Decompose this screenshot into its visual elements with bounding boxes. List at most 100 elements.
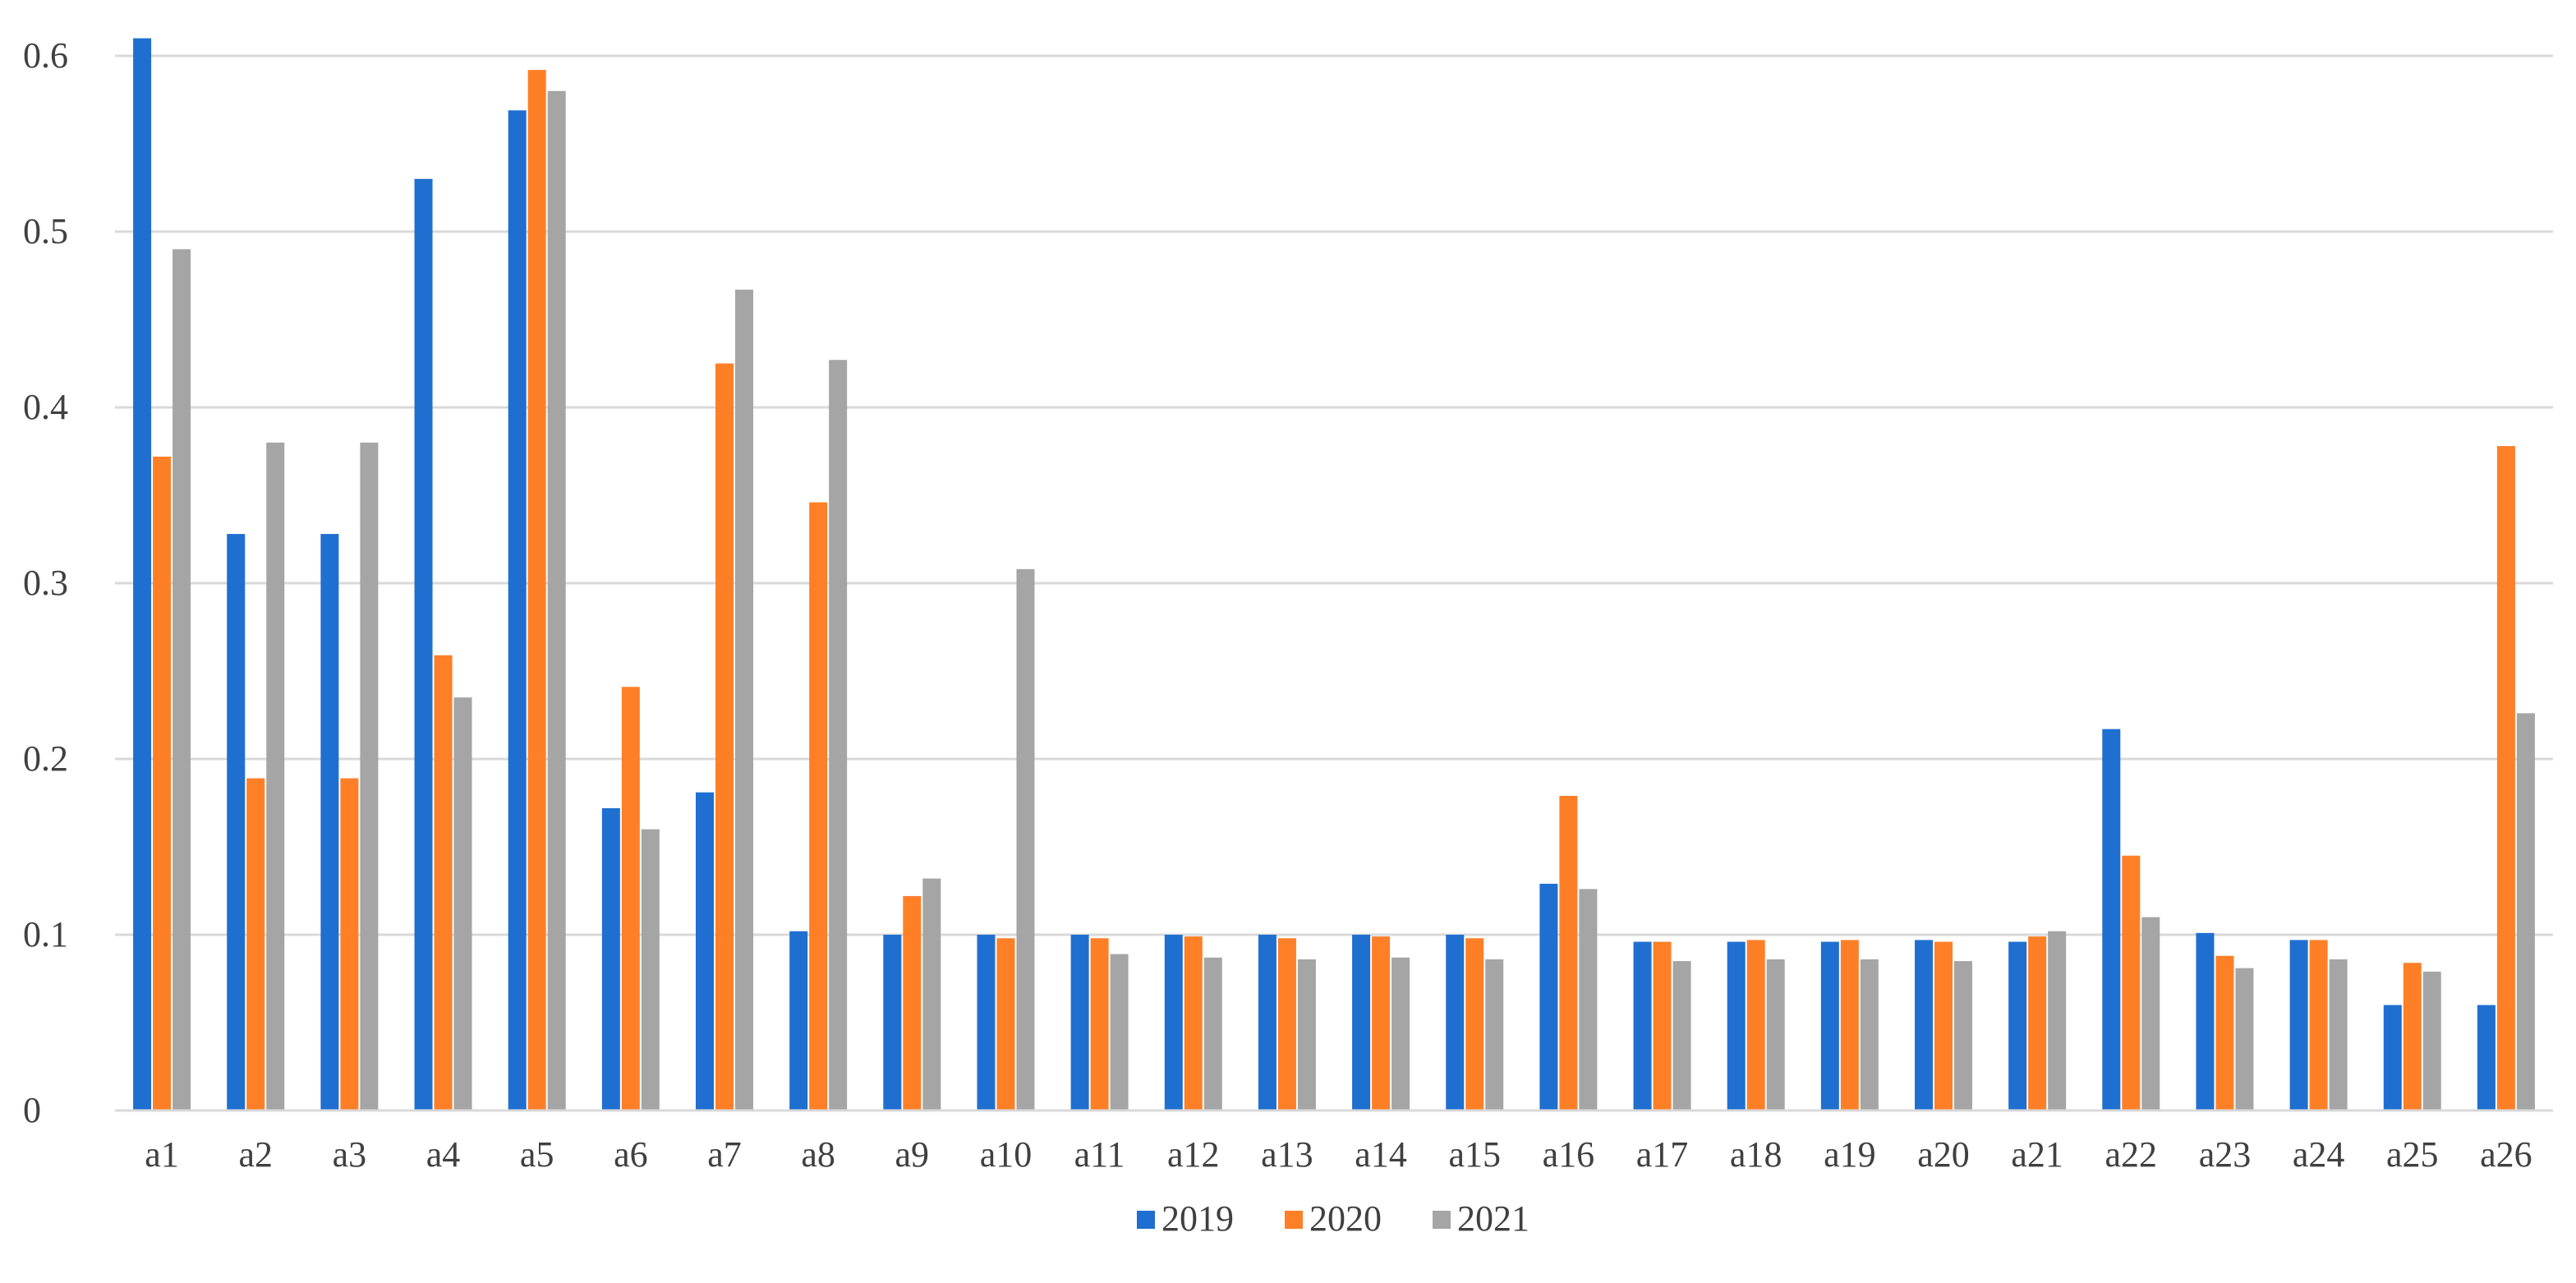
- bar-a6-2020: [621, 687, 640, 1111]
- x-tick-label: a6: [614, 1134, 648, 1175]
- x-tick-label: a12: [1167, 1134, 1220, 1175]
- bar-a14-2020: [1372, 936, 1391, 1111]
- x-tick-label: a25: [2386, 1134, 2439, 1175]
- x-tick-label: a24: [2293, 1134, 2345, 1175]
- bar-a17-2020: [1653, 941, 1672, 1111]
- bar-a13-2021: [1297, 959, 1316, 1111]
- legend-label-2019: 2019: [1162, 1198, 1234, 1239]
- bar-a24-2019: [2289, 940, 2308, 1111]
- x-tick-label: a26: [2480, 1134, 2532, 1175]
- bar-a11-2021: [1110, 954, 1129, 1111]
- bar-a24-2021: [2329, 959, 2348, 1111]
- x-tick-label: a13: [1261, 1134, 1313, 1175]
- bar-a3-2019: [320, 534, 339, 1111]
- bar-a9-2021: [922, 878, 941, 1111]
- x-tick-label: a18: [1730, 1134, 1782, 1175]
- bar-a10-2020: [996, 938, 1015, 1111]
- legend: 2019 2020 2021: [1137, 1198, 1530, 1239]
- bar-a21-2021: [2048, 931, 2067, 1111]
- x-tick-label: a22: [2105, 1134, 2158, 1175]
- x-tick-label: a19: [1824, 1134, 1876, 1175]
- bar-a17-2019: [1633, 941, 1652, 1111]
- x-tick-label: a14: [1355, 1134, 1407, 1175]
- bar-a16-2020: [1559, 795, 1578, 1111]
- x-tick-label: a21: [2011, 1134, 2063, 1175]
- bar-a15-2019: [1446, 935, 1465, 1111]
- bar-a21-2019: [2008, 941, 2027, 1111]
- bar-a15-2021: [1485, 959, 1504, 1111]
- x-tick-label: a15: [1448, 1134, 1501, 1175]
- bar-a4-2020: [434, 655, 453, 1111]
- y-tick-label: 0.3: [23, 563, 68, 603]
- bar-a6-2019: [601, 807, 620, 1111]
- x-tick-label: a3: [333, 1134, 367, 1175]
- bar-a25-2019: [2383, 1005, 2402, 1111]
- y-tick-label: 0.6: [23, 35, 68, 76]
- bar-a25-2021: [2422, 971, 2441, 1111]
- legend-swatch-2020: [1285, 1211, 1303, 1229]
- x-tick-label: a20: [1917, 1134, 1970, 1175]
- bar-a16-2019: [1539, 883, 1558, 1111]
- bar-a20-2020: [1934, 941, 1953, 1111]
- bar-a4-2021: [453, 697, 472, 1111]
- bars: [133, 38, 2535, 1111]
- bar-a18-2020: [1746, 940, 1765, 1111]
- bar-a7-2019: [696, 792, 714, 1111]
- legend-label-2021: 2021: [1457, 1198, 1530, 1239]
- bar-a7-2020: [715, 363, 734, 1111]
- x-tick-label: a8: [801, 1134, 835, 1175]
- x-tick-label: a9: [895, 1134, 930, 1175]
- bar-a2-2020: [246, 778, 265, 1111]
- bar-a11-2019: [1070, 935, 1089, 1111]
- bar-a6-2021: [641, 829, 660, 1111]
- bar-a23-2019: [2196, 932, 2215, 1111]
- bar-a23-2020: [2215, 955, 2234, 1111]
- bar-a5-2020: [527, 70, 546, 1111]
- bar-a19-2019: [1820, 941, 1839, 1111]
- x-tick-label: a7: [707, 1134, 742, 1175]
- bar-a3-2021: [360, 442, 379, 1111]
- gridlines: [115, 54, 2553, 936]
- bar-a7-2021: [735, 289, 753, 1111]
- bar-a11-2020: [1090, 938, 1109, 1111]
- x-tick-label: a2: [238, 1134, 273, 1175]
- x-tick-label: a5: [520, 1134, 554, 1175]
- bar-a20-2021: [1954, 961, 1972, 1111]
- bar-a19-2021: [1860, 959, 1879, 1111]
- y-axis-ticks: 0 0.1 0.2 0.3 0.4 0.5 0.6: [23, 35, 68, 1130]
- legend-label-2020: 2020: [1309, 1198, 1382, 1239]
- y-tick-label: 0: [23, 1090, 41, 1130]
- bar-a1-2021: [172, 249, 191, 1111]
- y-tick-label: 0.5: [23, 211, 68, 251]
- bar-a8-2020: [809, 502, 828, 1111]
- bar-a3-2020: [340, 778, 359, 1111]
- bar-a5-2019: [508, 110, 527, 1111]
- bar-a14-2021: [1392, 957, 1410, 1111]
- x-tick-label: a10: [980, 1134, 1033, 1175]
- x-tick-label: a16: [1543, 1134, 1595, 1175]
- legend-swatch-2021: [1433, 1211, 1451, 1229]
- x-tick-label: a4: [426, 1134, 461, 1175]
- bar-a25-2020: [2403, 963, 2422, 1111]
- bar-a20-2019: [1915, 940, 1933, 1111]
- bar-a26-2021: [2516, 713, 2535, 1111]
- y-tick-label: 0.4: [23, 387, 68, 427]
- x-tick-label: a17: [1636, 1134, 1689, 1175]
- y-tick-label: 0.1: [23, 914, 68, 954]
- bar-a21-2020: [2028, 936, 2047, 1111]
- bar-a1-2019: [133, 38, 152, 1111]
- bar-a9-2020: [903, 895, 922, 1111]
- bar-a15-2020: [1465, 938, 1484, 1111]
- bar-a19-2020: [1840, 940, 1859, 1111]
- bar-a2-2021: [266, 442, 285, 1111]
- bar-a8-2019: [789, 931, 808, 1111]
- bar-a13-2019: [1258, 935, 1276, 1111]
- y-tick-label: 0.2: [23, 738, 68, 779]
- bar-a24-2020: [2309, 940, 2328, 1111]
- bar-a9-2019: [883, 935, 902, 1111]
- bar-a13-2020: [1277, 938, 1296, 1111]
- bar-a5-2021: [547, 90, 566, 1111]
- bar-a22-2021: [2141, 917, 2160, 1111]
